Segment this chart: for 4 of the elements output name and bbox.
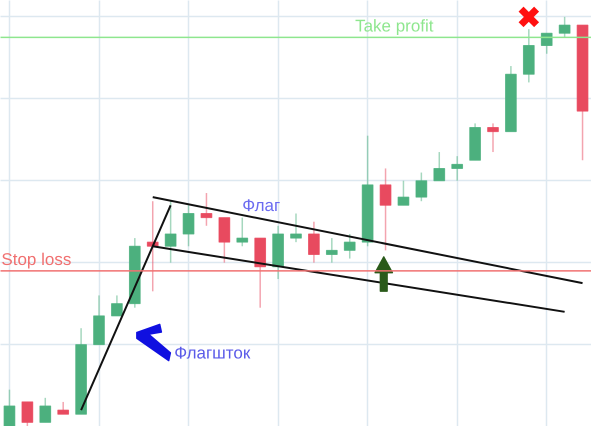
annotation: Флагшток <box>174 343 251 362</box>
annotation: Флаг <box>242 196 280 215</box>
ref-line-label: Stop loss <box>1 250 72 269</box>
ref-line-label: Take profit <box>355 16 434 36</box>
